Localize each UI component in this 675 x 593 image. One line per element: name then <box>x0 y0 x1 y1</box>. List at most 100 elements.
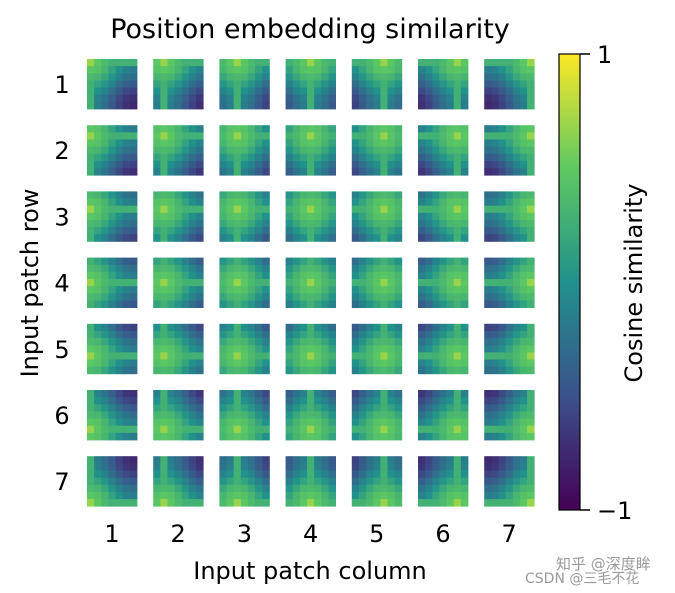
similarity-cell <box>174 257 183 266</box>
similarity-cell <box>387 87 396 96</box>
similarity-cell <box>432 477 440 486</box>
similarity-cell <box>240 404 249 412</box>
similarity-cell <box>226 338 235 346</box>
similarity-cell <box>453 234 462 242</box>
similarity-cell <box>153 432 161 441</box>
similarity-cell <box>101 271 109 280</box>
similarity-cell <box>505 300 514 308</box>
similarity-cell <box>153 499 161 507</box>
colorbar-tick-label: −1 <box>597 497 632 525</box>
similarity-cell <box>387 463 396 471</box>
similarity-cell <box>233 153 242 162</box>
similarity-cell <box>87 359 95 368</box>
similarity-cell <box>519 191 528 199</box>
similarity-cell <box>129 279 138 287</box>
similarity-cell <box>122 418 131 427</box>
similarity-cell <box>87 491 95 500</box>
similarity-cell <box>328 168 336 176</box>
similarity-cell <box>387 390 396 398</box>
similarity-cell <box>233 80 242 88</box>
colorbar: 1−1 Cosine similarity <box>558 41 648 525</box>
similarity-cell <box>512 80 521 88</box>
similarity-cell <box>527 491 535 500</box>
similarity-cell <box>160 271 168 280</box>
similarity-cell <box>115 418 124 427</box>
similarity-cell <box>373 411 381 419</box>
similarity-cell <box>255 418 263 427</box>
similarity-cell <box>240 59 249 67</box>
similarity-cell <box>255 139 263 148</box>
similarity-cell <box>226 418 235 427</box>
similarity-cell <box>519 286 528 294</box>
similarity-cell <box>498 146 507 155</box>
similarity-cell <box>285 132 294 140</box>
similarity-cell <box>160 484 168 493</box>
similarity-cell <box>167 94 176 103</box>
similarity-cell <box>394 366 403 375</box>
similarity-cell <box>512 352 521 360</box>
similarity-cell <box>181 234 190 242</box>
similarity-cell <box>512 227 521 235</box>
similarity-cell <box>418 366 426 375</box>
similarity-cell <box>519 404 528 412</box>
similarity-cell <box>484 66 492 74</box>
similarity-cell <box>460 484 469 493</box>
similarity-cell <box>247 101 256 110</box>
similarity-cell <box>307 499 315 507</box>
similarity-cell <box>351 418 360 427</box>
similarity-cell <box>87 94 95 103</box>
similarity-cell <box>453 205 462 214</box>
similarity-cell <box>351 271 360 280</box>
similarity-cell <box>108 456 116 464</box>
similarity-cell <box>387 330 396 339</box>
patch-tile <box>484 59 535 110</box>
similarity-cell <box>129 397 138 405</box>
similarity-cell <box>262 338 270 346</box>
similarity-cell <box>307 198 315 207</box>
similarity-cell <box>188 345 197 353</box>
similarity-cell <box>380 323 388 332</box>
similarity-cell <box>299 300 308 308</box>
similarity-cell <box>314 484 322 493</box>
similarity-cell <box>512 345 521 353</box>
similarity-cell <box>115 404 124 412</box>
similarity-cell <box>219 73 227 81</box>
similarity-cell <box>439 432 447 441</box>
similarity-cell <box>94 160 102 169</box>
similarity-cell <box>527 463 535 471</box>
patch-tile <box>484 456 535 507</box>
similarity-cell <box>432 132 440 140</box>
similarity-cell <box>380 146 388 155</box>
similarity-cell <box>233 66 242 74</box>
similarity-cell <box>299 66 308 74</box>
similarity-cell <box>366 418 374 427</box>
similarity-cell <box>94 359 102 368</box>
similarity-cell <box>219 257 227 266</box>
similarity-cell <box>94 101 102 110</box>
patch-tile <box>153 456 204 507</box>
similarity-cell <box>285 212 294 221</box>
similarity-cell <box>519 234 528 242</box>
similarity-cell <box>439 359 447 368</box>
patch-tile <box>285 456 336 507</box>
similarity-cell <box>373 257 381 266</box>
similarity-cell <box>351 191 360 199</box>
similarity-cell <box>196 59 204 67</box>
similarity-cell <box>498 279 507 287</box>
similarity-cell <box>115 491 124 500</box>
similarity-cell <box>380 477 388 486</box>
similarity-cell <box>233 411 242 419</box>
similarity-cell <box>439 330 447 339</box>
similarity-cell <box>167 390 176 398</box>
similarity-cell <box>358 198 367 207</box>
similarity-cell <box>380 168 388 176</box>
similarity-cell <box>380 470 388 479</box>
similarity-cell <box>446 491 455 500</box>
similarity-cell <box>432 205 440 214</box>
similarity-cell <box>285 456 294 464</box>
similarity-cell <box>418 300 426 308</box>
similarity-cell <box>188 411 197 419</box>
similarity-cell <box>285 87 294 96</box>
similarity-cell <box>94 264 102 273</box>
similarity-cell <box>196 66 204 74</box>
